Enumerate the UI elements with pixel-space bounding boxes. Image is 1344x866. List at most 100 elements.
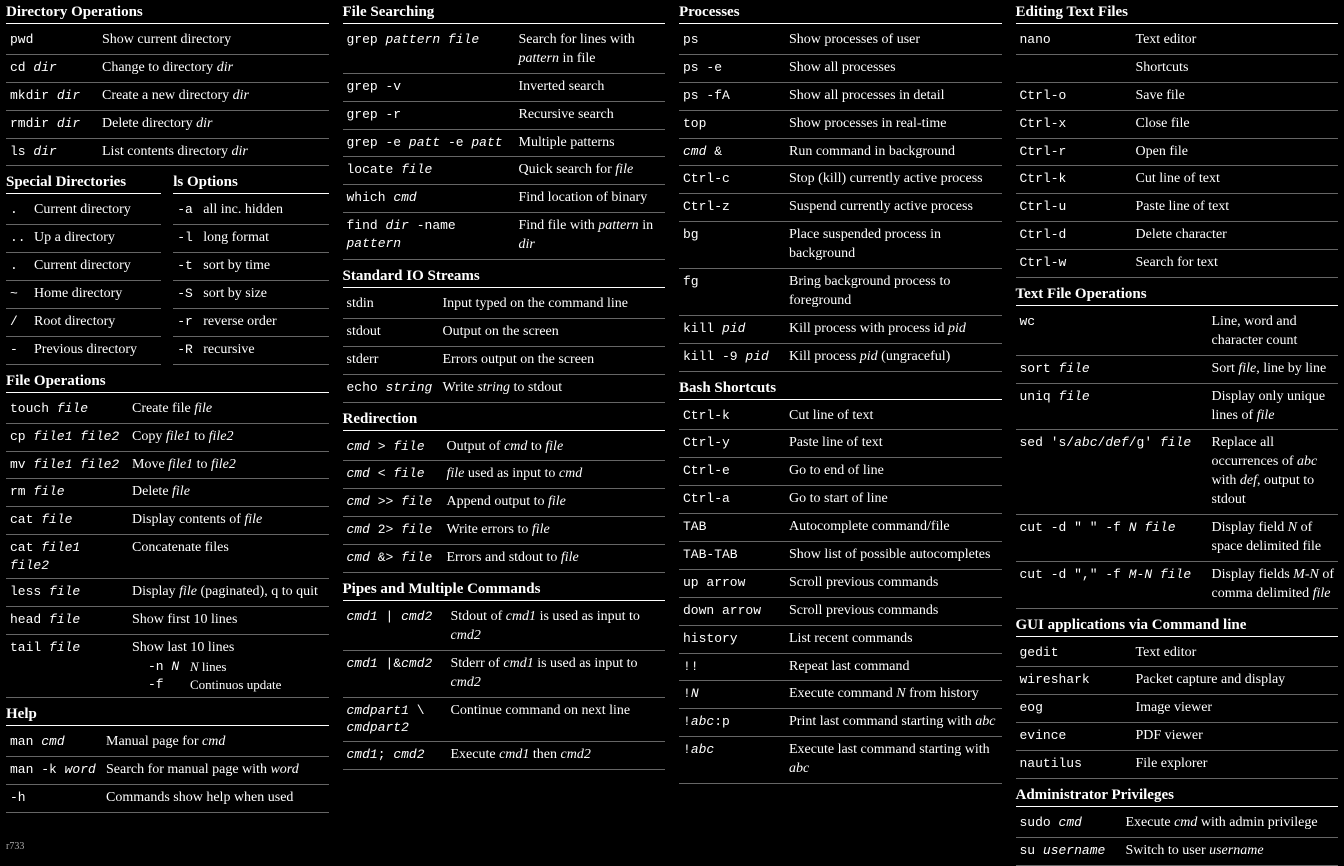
description-text: File explorer [1136,755,1339,774]
section-title: ls Options [173,174,328,194]
description-text: Show all processes [789,59,1002,78]
command-text: Ctrl-o [1016,87,1136,105]
table-row: sed 's/abc/def/g' fileReplace all occurr… [1016,430,1339,515]
command-text: cmd &> file [343,549,447,567]
command-text: rm file [6,483,132,501]
table-row: Ctrl-oSave file [1016,83,1339,111]
table-row: Shortcuts [1016,55,1339,83]
cmd-plain: stdout [343,323,443,342]
command-text: which cmd [343,189,519,207]
description-text: Sort file, line by line [1212,360,1339,379]
description-text: Create file file [132,400,329,419]
command-text: wc [1016,313,1212,331]
section-ls-options: ls Options-aall inc. hidden-llong format… [173,174,328,364]
section-title: File Searching [343,4,666,24]
section-title: Pipes and Multiple Commands [343,581,666,601]
sub-row: -n NN lines [132,658,329,676]
table-row: uniq fileDisplay only unique lines of fi… [1016,384,1339,431]
command-text: -r [173,313,203,331]
section-title: Special Directories [6,174,161,194]
table-row: cd dirChange to directory dir [6,55,329,83]
command-text: mkdir dir [6,87,102,105]
cheat-sheet-columns: Directory OperationspwdShow current dire… [6,4,1338,852]
description-text: Current directory [34,257,161,276]
description-text: Manual page for cmd [106,733,329,752]
table-row: Ctrl-yPaste line of text [679,430,1002,458]
description-text: Shortcuts [1136,59,1339,78]
table-row: nautilusFile explorer [1016,751,1339,779]
table-row: cmd < filefile used as input to cmd [343,461,666,489]
table-row: which cmdFind location of binary [343,185,666,213]
table-row: Ctrl-dDelete character [1016,222,1339,250]
command-text: ~ [6,285,34,303]
command-text: -n N [144,658,190,676]
command-text: ps -fA [679,87,789,105]
table-row: man cmdManual page for cmd [6,729,329,757]
table-row: eogImage viewer [1016,695,1339,723]
description-text: Text editor [1136,644,1339,663]
command-text: man cmd [6,733,106,751]
description-text: Cut line of text [1136,170,1339,189]
table-row: Ctrl-kCut line of text [1016,166,1339,194]
command-text: Ctrl-u [1016,198,1136,216]
description-text: Display fields M-N of comma delimited fi… [1212,566,1339,604]
description-text: Display contents of file [132,511,329,530]
command-text: cmd1; cmd2 [343,746,451,764]
table-row: TABAutocomplete command/file [679,514,1002,542]
description-text: Search for manual page with word [106,761,329,780]
description-text: Show list of possible autocompletes [789,546,1002,565]
table-row: tail fileShow last 10 lines-n NN lines-f… [6,635,329,698]
command-text: su username [1016,842,1126,860]
table-row: cut -d " " -f N fileDisplay field N of s… [1016,515,1339,562]
description-text: Delete character [1136,226,1339,245]
table-row: evincePDF viewer [1016,723,1339,751]
command-text: touch file [6,400,132,418]
section-file-searching: File Searchinggrep pattern fileSearch fo… [343,4,666,260]
description-text: Execute cmd1 then cmd2 [451,746,666,765]
description-text: Display field N of space delimited file [1212,519,1339,557]
command-text: cut -d " " -f N file [1016,519,1212,537]
description-text: Execute last command starting with abc [789,741,1002,779]
description-text: N lines [190,658,329,676]
description-text: Quick search for file [519,161,666,180]
table-row: .Current directory [6,197,161,225]
description-text: Packet capture and display [1136,671,1339,690]
footnote: r733 [6,841,24,852]
command-text: cat file [6,511,132,529]
description-text: Paste line of text [789,434,1002,453]
table-row: ~Home directory [6,281,161,309]
description-text: sort by time [203,257,328,276]
table-row: stdoutOutput on the screen [343,319,666,347]
description-text: Scroll previous commands [789,574,1002,593]
cmd-plain: stderr [343,351,443,370]
column-3: ProcessespsShow processes of userps -eSh… [679,4,1002,852]
command-text: fg [679,273,789,291]
description-text: Go to end of line [789,462,1002,481]
table-row: nanoText editor [1016,27,1339,55]
table-row: geditText editor [1016,640,1339,668]
command-text: !abc [679,741,789,759]
description-text: Show processes of user [789,31,1002,50]
description-text: Show first 10 lines [132,611,329,630]
description-text: Display file (paginated), q to quit [132,583,329,602]
table-row: ls dirList contents directory dir [6,139,329,167]
command-text: TAB [679,518,789,536]
table-row: up arrowScroll previous commands [679,570,1002,598]
table-row: cmd 2> fileWrite errors to file [343,517,666,545]
section-title: File Operations [6,373,329,393]
table-row: cmd1 |&cmd2Stderr of cmd1 is used as inp… [343,651,666,698]
description-text: Show current directory [102,31,329,50]
description-text: Copy file1 to file2 [132,428,329,447]
command-text: -R [173,341,203,359]
table-row: -llong format [173,225,328,253]
description-text: Show all processes in detail [789,87,1002,106]
table-row: touch fileCreate file file [6,396,329,424]
command-text: -a [173,201,203,219]
command-text: mv file1 file2 [6,456,132,474]
table-row: rmdir dirDelete directory dir [6,111,329,139]
table-row: Ctrl-aGo to start of line [679,486,1002,514]
command-text: history [679,630,789,648]
table-row: grep -vInverted search [343,74,666,102]
command-text: gedit [1016,644,1136,662]
command-text: Ctrl-x [1016,115,1136,133]
